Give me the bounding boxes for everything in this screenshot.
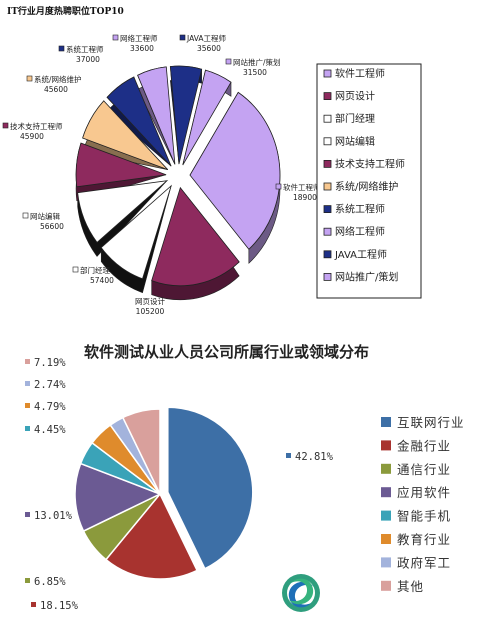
value-label: 18.15% <box>40 600 79 612</box>
data-label: 网站推广/策划 31500 <box>233 57 281 77</box>
value-label: 4.79% <box>34 401 66 413</box>
legend-label: 其他 <box>397 579 424 594</box>
legend-swatch <box>323 159 332 168</box>
pie-slice <box>167 406 254 570</box>
pie-slice <box>106 76 172 167</box>
legend-label: JAVA工程师 <box>334 248 387 261</box>
pie-slice <box>169 65 203 165</box>
label-marker <box>26 75 33 82</box>
pie-slice <box>121 408 161 495</box>
label-marker <box>25 426 30 431</box>
legend-swatch <box>381 487 391 498</box>
data-label: 系统工程师 37000 <box>66 44 104 64</box>
legend-label: 网站编辑 <box>335 135 375 148</box>
value-label: 4.45% <box>34 424 66 436</box>
data-label: 系统/网络维护 45600 <box>34 74 82 94</box>
pie-slices <box>75 65 281 287</box>
value-label: 7.19% <box>34 357 66 369</box>
legend-label: 政府军工 <box>397 555 451 570</box>
legend-swatch <box>381 417 391 427</box>
label-marker <box>112 34 119 41</box>
label-marker <box>31 602 36 607</box>
legend-label: 网页设计 <box>335 90 375 103</box>
legend-frame <box>316 63 422 299</box>
pie-slice <box>77 180 169 243</box>
legend-swatch <box>323 69 332 78</box>
label-marker <box>25 578 30 583</box>
label-marker <box>72 266 79 273</box>
legend-label: 应用软件 <box>397 485 451 500</box>
legend-swatch <box>323 227 332 236</box>
legend-label: 通信行业 <box>397 462 451 477</box>
legend-swatch <box>323 205 332 214</box>
chart-title: 软件测试从业人员公司所属行业或领域分布 <box>84 343 369 361</box>
label-marker <box>2 122 9 129</box>
pie-slice <box>137 66 176 165</box>
label-marker <box>25 512 30 517</box>
value-label: 13.01% <box>34 510 73 522</box>
label-marker <box>225 58 232 65</box>
data-label: 网站编辑 56600 <box>30 211 64 231</box>
data-label: 部门经理 57400 <box>80 265 114 285</box>
data-label: 技术支持工程师 45900 <box>10 121 63 141</box>
legend-swatch <box>381 463 391 474</box>
legend-swatch <box>323 137 332 146</box>
legend-label: 技术支持工程师 <box>335 157 405 170</box>
chart-title: IT行业月度热聘职位TOP10 <box>7 5 124 17</box>
label-marker <box>58 45 65 52</box>
legend-swatch <box>323 114 332 123</box>
value-label: 6.85% <box>34 576 66 588</box>
chart-it-jobs-top10: IT行业月度热聘职位TOP10 软件工程师 189000 网页设计 105200 部门经… <box>2 5 422 316</box>
data-label: 软件工程师 189000 <box>283 182 322 202</box>
label-marker <box>179 34 186 41</box>
pie-slice <box>82 100 169 171</box>
pie-slice <box>74 462 162 533</box>
legend-swatch <box>323 272 332 281</box>
legend: 软件工程师网页设计部门经理网站编辑技术支持工程师系统/网络维护系统工程师网络工程… <box>316 63 422 299</box>
data-label: 网络工程师 33600 <box>120 33 158 53</box>
legend-label: 部门经理 <box>335 112 375 125</box>
pie-slice <box>182 69 232 166</box>
legend-label: 软件工程师 <box>335 67 385 80</box>
label-marker <box>25 381 30 386</box>
logo-icon <box>282 574 320 612</box>
pie-slice <box>75 142 167 188</box>
legend-swatch <box>381 557 391 568</box>
data-label: JAVA工程师 35600 <box>186 33 227 53</box>
legend-swatch <box>381 534 391 544</box>
legend-label: 网站推广/策划 <box>335 270 398 283</box>
data-label: 网页设计 105200 <box>135 296 165 316</box>
pie-slices <box>74 406 254 580</box>
pie-slice <box>104 492 199 580</box>
pie-slice <box>189 91 281 250</box>
data-labels: 软件工程师 189000 网页设计 105200 部门经理 57400 网站编辑 56600 技… <box>2 33 322 316</box>
chart-industry-distribution: 软件测试从业人员公司所属行业或领域分布 42.81% 18.15% 6.85% 13.… <box>25 343 465 612</box>
pie-slice <box>100 184 172 280</box>
label-marker <box>25 403 30 408</box>
legend-label: 网络工程师 <box>335 225 385 238</box>
legend-swatch <box>323 92 332 100</box>
legend-label: 互联网行业 <box>397 415 465 430</box>
legend-label: 金融行业 <box>397 438 451 453</box>
pie-slice <box>151 186 240 287</box>
legend-swatch <box>381 580 391 591</box>
legend-swatch <box>381 510 391 521</box>
legend-label: 系统/网络维护 <box>335 180 398 193</box>
value-label: 2.74% <box>34 379 66 391</box>
value-label: 42.81% <box>295 451 334 463</box>
legend-label: 智能手机 <box>397 509 451 524</box>
legend-swatch <box>323 182 332 191</box>
legend-swatch <box>381 440 391 451</box>
label-marker <box>25 359 30 364</box>
legend-label: 系统工程师 <box>335 203 385 216</box>
label-marker <box>22 212 29 219</box>
legend-swatch <box>323 250 332 259</box>
value-labels: 42.81% 18.15% 6.85% 13.01% 4.45% 4.79% 2.74% 7.… <box>25 357 334 612</box>
legend-label: 教育行业 <box>397 532 451 547</box>
label-marker <box>275 183 282 190</box>
label-marker <box>286 453 291 458</box>
